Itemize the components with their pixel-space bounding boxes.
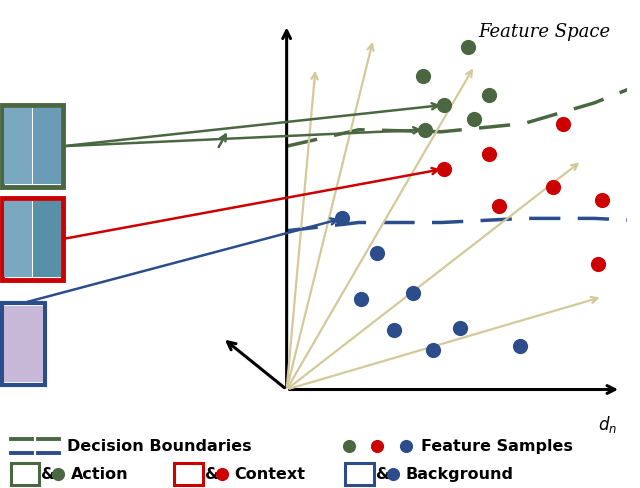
Point [548,183,558,191]
Text: Background: Background [406,467,513,482]
Point [463,43,474,51]
Bar [346,463,374,486]
Point [438,101,449,109]
Text: Action: Action [71,467,129,482]
Bar [3,198,63,280]
Bar [4,306,43,382]
Text: Feature Samples: Feature Samples [421,439,573,454]
Text: Context: Context [234,467,305,482]
Point [344,442,354,450]
Point [494,202,504,210]
Point [337,215,348,223]
Point [515,342,525,350]
Text: Decision Boundaries: Decision Boundaries [67,439,251,454]
Point [428,346,438,354]
Point [372,442,382,450]
Point [389,326,399,334]
Point [420,126,430,134]
Point [438,165,449,173]
Bar [3,105,63,187]
Bar [11,463,39,486]
Bar [33,201,61,277]
Bar [4,108,31,184]
Point [597,196,607,203]
Point [388,470,398,478]
Point [455,324,465,331]
Text: $d_n$: $d_n$ [598,414,617,435]
Bar [33,108,61,184]
Text: &: & [41,467,55,482]
Text: Feature Space: Feature Space [479,22,611,41]
Point [484,151,494,159]
Point [593,260,604,267]
Point [217,470,227,478]
Point [558,120,568,127]
Point [401,442,411,450]
Point [469,116,479,123]
Bar [174,463,203,486]
Bar [4,201,31,277]
Point [53,470,63,478]
Point [408,289,418,297]
Bar [3,303,45,386]
Text: &: & [376,467,390,482]
Point [418,72,428,80]
Point [356,295,366,303]
Point [484,91,494,99]
Point [372,249,383,257]
Text: &: & [205,467,219,482]
